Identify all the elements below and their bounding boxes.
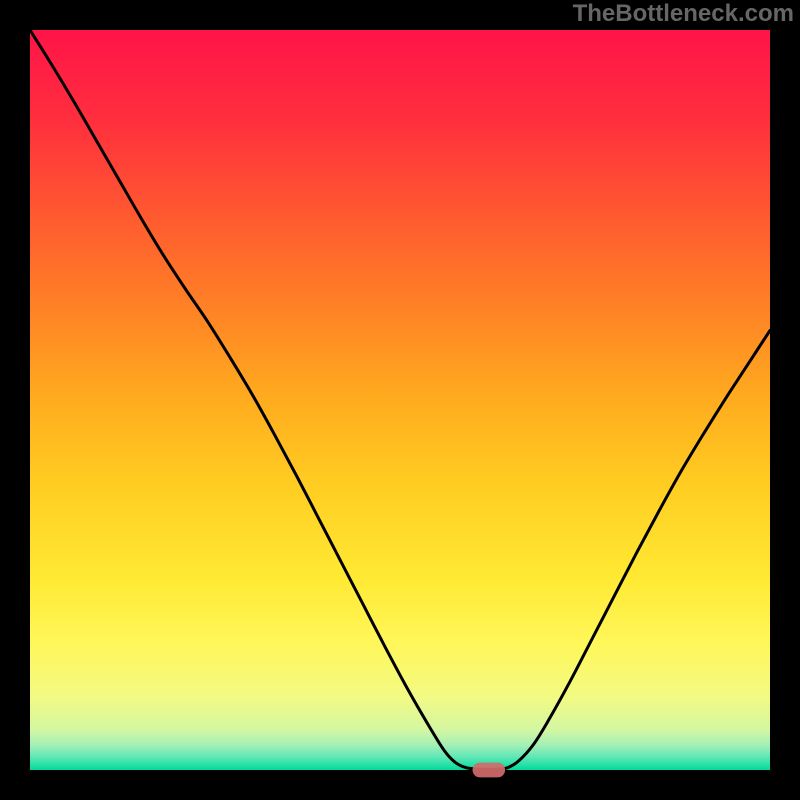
plot-background (30, 30, 770, 770)
chart-svg (0, 0, 800, 800)
attribution-text: TheBottleneck.com (573, 0, 794, 28)
optimal-point-marker (473, 763, 506, 778)
bottleneck-chart: TheBottleneck.com (0, 0, 800, 800)
